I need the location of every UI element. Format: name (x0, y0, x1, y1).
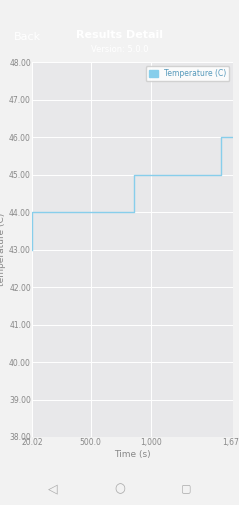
Text: ▢: ▢ (181, 484, 192, 493)
Y-axis label: temperature (C): temperature (C) (0, 213, 6, 286)
Legend: Temperature (C): Temperature (C) (146, 66, 229, 81)
Text: Back: Back (14, 32, 41, 42)
Text: ◁: ◁ (48, 482, 57, 495)
Text: Results Detail: Results Detail (76, 30, 163, 39)
Text: ○: ○ (114, 482, 125, 495)
X-axis label: Time (s): Time (s) (114, 450, 151, 459)
Text: Version: 5.0.0: Version: 5.0.0 (91, 45, 148, 54)
